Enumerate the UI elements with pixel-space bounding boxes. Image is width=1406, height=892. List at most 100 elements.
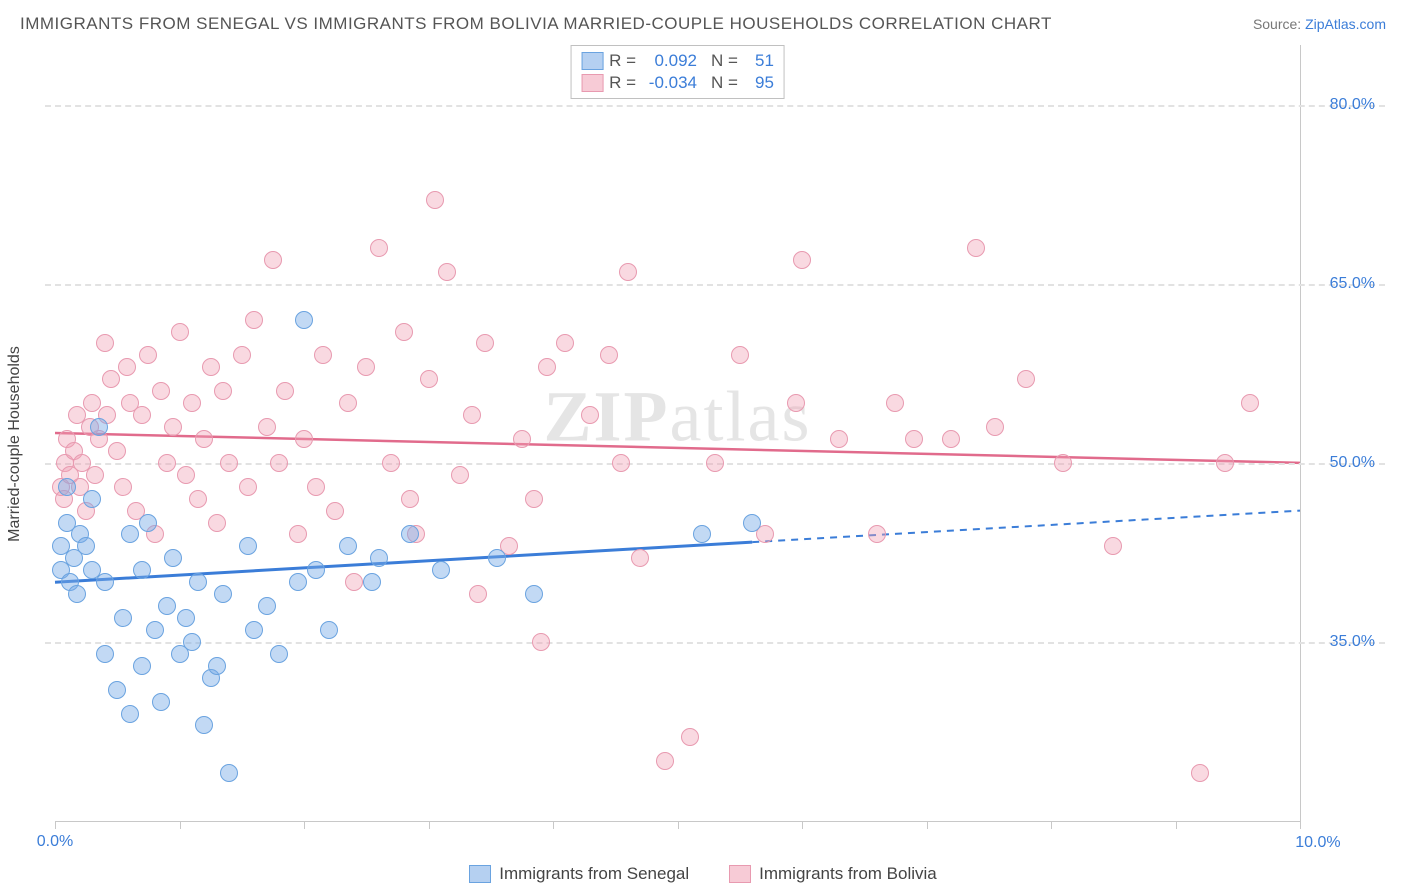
data-point xyxy=(121,705,139,723)
data-point xyxy=(942,430,960,448)
data-point xyxy=(183,633,201,651)
y-axis-title: Married-couple Households xyxy=(6,346,24,542)
data-point xyxy=(270,645,288,663)
data-point xyxy=(264,251,282,269)
grid-line xyxy=(45,105,1385,107)
data-point xyxy=(488,549,506,567)
data-point xyxy=(307,478,325,496)
data-point xyxy=(164,418,182,436)
data-point xyxy=(681,728,699,746)
data-point xyxy=(967,239,985,257)
data-point xyxy=(451,466,469,484)
data-point xyxy=(370,239,388,257)
data-point xyxy=(189,490,207,508)
data-point xyxy=(68,585,86,603)
data-point xyxy=(114,478,132,496)
data-point xyxy=(1104,537,1122,555)
data-point xyxy=(108,442,126,460)
data-point xyxy=(612,454,630,472)
data-point xyxy=(270,454,288,472)
data-point xyxy=(276,382,294,400)
grid-line xyxy=(45,284,1385,286)
legend-series: Immigrants from Senegal Immigrants from B… xyxy=(0,864,1406,884)
data-point xyxy=(326,502,344,520)
data-point xyxy=(1054,454,1072,472)
x-tick-label: 0.0% xyxy=(37,833,73,851)
x-tick xyxy=(1176,821,1177,829)
data-point xyxy=(214,585,232,603)
data-point xyxy=(525,585,543,603)
data-point xyxy=(656,752,674,770)
y-tick-label: 80.0% xyxy=(1310,96,1375,114)
data-point xyxy=(743,514,761,532)
source-prefix: Source: xyxy=(1253,16,1305,32)
legend-swatch xyxy=(581,52,603,70)
data-point xyxy=(96,334,114,352)
data-point xyxy=(139,514,157,532)
chart-title: IMMIGRANTS FROM SENEGAL VS IMMIGRANTS FR… xyxy=(20,14,1052,34)
data-point xyxy=(239,537,257,555)
y-tick-label: 65.0% xyxy=(1310,275,1375,293)
data-point xyxy=(787,394,805,412)
data-point xyxy=(177,609,195,627)
data-point xyxy=(986,418,1004,436)
r-label: R = xyxy=(609,50,636,72)
data-point xyxy=(289,525,307,543)
x-tick xyxy=(429,821,430,829)
data-point xyxy=(320,621,338,639)
y-tick-label: 50.0% xyxy=(1310,454,1375,472)
data-point xyxy=(158,454,176,472)
trend-lines xyxy=(55,45,1300,821)
data-point xyxy=(114,609,132,627)
r-label: R = xyxy=(609,72,636,94)
data-point xyxy=(513,430,531,448)
data-point xyxy=(339,537,357,555)
data-point xyxy=(90,418,108,436)
data-point xyxy=(258,418,276,436)
x-tick xyxy=(55,821,56,829)
data-point xyxy=(164,549,182,567)
legend-item: Immigrants from Senegal xyxy=(469,864,689,884)
r-value: 0.092 xyxy=(642,50,697,72)
data-point xyxy=(307,561,325,579)
data-point xyxy=(202,358,220,376)
n-value: 95 xyxy=(744,72,774,94)
data-point xyxy=(220,764,238,782)
plot-container: Married-couple Households ZIPatlas R =0.… xyxy=(55,45,1386,842)
grid-line xyxy=(45,642,1385,644)
x-tick xyxy=(1051,821,1052,829)
data-point xyxy=(158,597,176,615)
data-point xyxy=(133,406,151,424)
n-label: N = xyxy=(711,50,738,72)
data-point xyxy=(239,478,257,496)
data-point xyxy=(208,657,226,675)
data-point xyxy=(245,311,263,329)
r-value: -0.034 xyxy=(642,72,697,94)
source-link[interactable]: ZipAtlas.com xyxy=(1305,16,1386,32)
data-point xyxy=(233,346,251,364)
data-point xyxy=(886,394,904,412)
data-point xyxy=(258,597,276,615)
data-point xyxy=(363,573,381,591)
x-tick xyxy=(802,821,803,829)
source-label: Source: ZipAtlas.com xyxy=(1253,16,1386,32)
data-point xyxy=(382,454,400,472)
data-point xyxy=(96,573,114,591)
data-point xyxy=(139,346,157,364)
data-point xyxy=(706,454,724,472)
data-point xyxy=(420,370,438,388)
data-point xyxy=(830,430,848,448)
n-value: 51 xyxy=(744,50,774,72)
data-point xyxy=(395,323,413,341)
data-point xyxy=(146,621,164,639)
data-point xyxy=(195,716,213,734)
y-tick-label: 35.0% xyxy=(1310,633,1375,651)
data-point xyxy=(86,466,104,484)
x-tick xyxy=(1300,821,1301,829)
data-point xyxy=(1017,370,1035,388)
data-point xyxy=(220,454,238,472)
data-point xyxy=(868,525,886,543)
data-point xyxy=(581,406,599,424)
data-point xyxy=(438,263,456,281)
legend-item: Immigrants from Bolivia xyxy=(729,864,937,884)
